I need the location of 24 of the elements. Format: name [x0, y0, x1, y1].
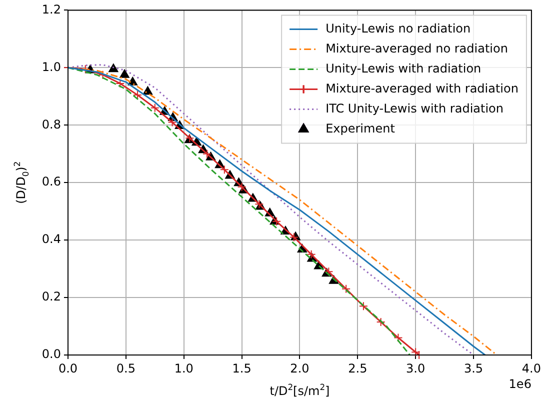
- y-tick-label: 0.6: [42, 174, 61, 189]
- x-tick-label: 2.5: [348, 361, 368, 376]
- legend-label: Unity-Lewis with radiation: [326, 61, 482, 76]
- x-tick-label: 1.5: [232, 361, 252, 376]
- y-tick-label: 0.4: [42, 232, 61, 246]
- y-tick-label: 0.8: [42, 117, 61, 132]
- y-tick-label: 0.2: [42, 290, 61, 304]
- x-tick-label: 3.0: [406, 361, 426, 376]
- y-axis-title: (D/D0)2: [12, 161, 30, 204]
- x-tick-label: 0.5: [116, 361, 136, 376]
- y-tick-label: 1.2: [42, 2, 61, 16]
- legend-label: ITC Unity-Lewis with radiation: [326, 101, 504, 116]
- text: 1e6: [508, 377, 532, 392]
- legend-label: Experiment: [326, 121, 396, 136]
- legend-label: Mixture-averaged with radiation: [326, 81, 518, 96]
- x-tick-label: 4.0: [522, 361, 542, 376]
- x-tick-label: 0.0: [58, 361, 78, 376]
- y-tick-label: 0.0: [42, 347, 61, 362]
- x-tick-label: 3.5: [464, 361, 484, 376]
- y-tick-label: 1.0: [42, 60, 61, 74]
- x-tick-label: 1.0: [174, 361, 194, 376]
- x-tick-label: 2.0: [290, 361, 310, 376]
- legend-label: Unity-Lewis no radiation: [326, 21, 471, 36]
- legend-label: Mixture-averaged no radiation: [326, 41, 508, 56]
